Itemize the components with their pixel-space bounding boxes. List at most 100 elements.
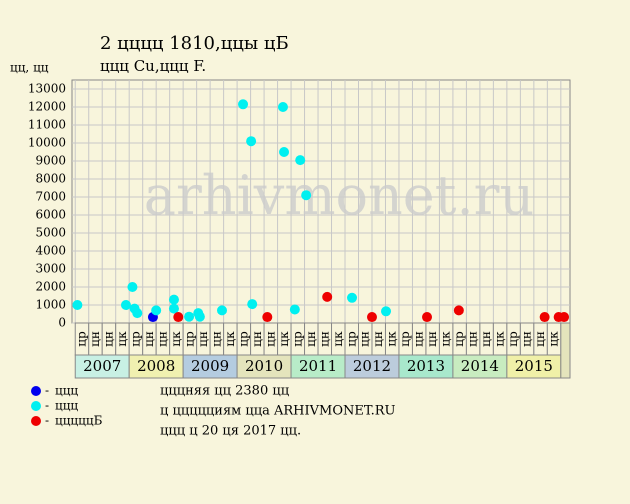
point (246, 136, 257, 147)
quarter-label: цк (115, 331, 129, 347)
quarter-label: цн (263, 331, 277, 347)
legend-marker (31, 416, 41, 426)
quarter-label: цн (142, 331, 156, 347)
point (132, 308, 143, 319)
quarter-label: цр (290, 331, 304, 347)
quarter-label: цк (385, 331, 399, 347)
quarter-label: цр (452, 331, 466, 347)
point (216, 305, 227, 316)
x-tick-label: 2012 (353, 357, 391, 375)
note: ц ццццциям цца ARHIVMONET.RU (160, 404, 396, 419)
chart-title: 2 цццц 1810,ццы цБ (100, 33, 289, 54)
point (539, 312, 550, 323)
quarter-label: цн (371, 331, 385, 347)
quarter-label: цр (506, 331, 520, 347)
y-axis-label: цц, цц (10, 61, 49, 75)
axis-end (560, 322, 571, 379)
quarter-label: цк (493, 331, 507, 347)
note: цццняя цц 2380 цц (160, 384, 289, 399)
y-tick-label: 13000 (28, 82, 66, 96)
point (322, 291, 333, 302)
point (173, 312, 184, 323)
y-tick-label: 11000 (28, 118, 66, 132)
chart-subtitle: ццц Cu,ццц F. (100, 57, 206, 75)
x-tick-label: 2014 (461, 357, 499, 375)
point (168, 303, 179, 314)
quarter-label: цк (547, 331, 561, 347)
y-tick-label: 7000 (35, 190, 66, 204)
quarter-label: цн (317, 331, 331, 347)
point (559, 312, 570, 323)
quarter-label: цк (277, 331, 291, 347)
quarter-label: цн (466, 331, 480, 347)
point (238, 99, 249, 110)
x-tick-label: 2015 (515, 357, 553, 375)
x-tick-label: 2010 (245, 357, 283, 375)
y-tick-label: 5000 (35, 226, 66, 240)
quarter-label: цк (331, 331, 345, 347)
point (347, 292, 358, 303)
y-tick-label: 1000 (35, 298, 66, 312)
y-tick-label: 0 (58, 316, 66, 330)
point (453, 305, 464, 316)
legend-dash: - (45, 414, 49, 428)
quarter-label: цк (223, 331, 237, 347)
point (72, 300, 83, 310)
quarter-label: цр (74, 331, 88, 347)
point (247, 299, 258, 310)
quarter-label: цр (398, 331, 412, 347)
point (381, 306, 392, 317)
quarter-label: цк (169, 331, 183, 347)
quarter-label: цн (209, 331, 223, 347)
point (168, 294, 179, 305)
y-tick-label: 6000 (35, 208, 66, 222)
quarter-label: цн (196, 331, 210, 347)
legend-dash: - (45, 399, 49, 413)
quarter-label: цр (236, 331, 250, 347)
watermark: arhivmonet.ru (144, 164, 534, 227)
y-tick-label: 9000 (35, 154, 66, 168)
point (366, 312, 377, 323)
y-tick-label: 8000 (35, 172, 66, 186)
quarter-label: цн (358, 331, 372, 347)
legend-label: ццц (55, 384, 78, 398)
quarter-label: цн (101, 331, 115, 347)
quarter-label: цн (520, 331, 534, 347)
quarter-label: цр (128, 331, 142, 347)
y-tick-label: 2000 (35, 280, 66, 294)
quarter-label: цн (304, 331, 318, 347)
legend-dash: - (45, 384, 49, 398)
x-tick-label: 2008 (137, 357, 175, 375)
note: ццц ц 20 ця 2017 цц. (160, 424, 301, 439)
x-tick-label: 2011 (299, 357, 337, 375)
point (301, 190, 312, 201)
legend-marker (31, 386, 41, 396)
legend-label: цццццБ (55, 414, 103, 428)
legend-marker (31, 401, 41, 411)
x-tick-label: 2007 (83, 357, 121, 375)
point (194, 311, 205, 322)
quarter-label: цн (425, 331, 439, 347)
x-tick-label: 2013 (407, 357, 445, 375)
quarter-label: цр (182, 331, 196, 347)
quarter-label: цр (344, 331, 358, 347)
point (422, 312, 433, 323)
y-tick-label: 3000 (35, 262, 66, 276)
point (151, 305, 162, 316)
point (120, 300, 131, 310)
legend-label: ццц (55, 399, 78, 413)
point (127, 282, 138, 292)
point (279, 147, 290, 157)
quarter-label: цн (155, 331, 169, 347)
quarter-label: цн (88, 331, 102, 347)
point (289, 304, 300, 315)
x-tick-label: 2009 (191, 357, 229, 375)
quarter-label: цн (533, 331, 547, 347)
y-tick-label: 12000 (28, 100, 66, 114)
quarter-label: цн (412, 331, 426, 347)
point (184, 311, 195, 322)
point (295, 155, 306, 166)
y-tick-label: 4000 (35, 244, 66, 258)
